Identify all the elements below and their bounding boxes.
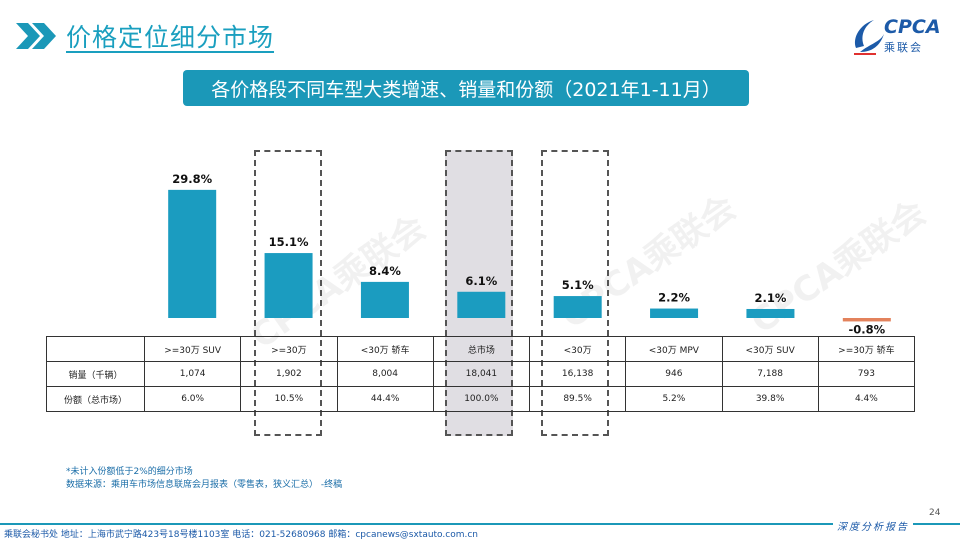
table-cell: 89.5%: [528, 386, 627, 412]
column-header: <30万: [528, 336, 627, 362]
bar-value-label: 29.8%: [172, 172, 212, 186]
table-cell: 4.4%: [817, 386, 916, 412]
chart-title-banner: 各价格段不同车型大类增速、销量和份额（2021年1-11月）: [183, 70, 749, 106]
highlight-box-under-30w: [541, 150, 609, 436]
table-row-share: 份额（总市场） 6.0% 10.5% 44.4% 100.0% 89.5% 5.…: [46, 386, 916, 412]
column-header: <30万 SUV: [721, 336, 819, 362]
footer-address: 乘联会秘书处 地址：上海市武宁路423号18号楼1103室 电话：021-526…: [4, 530, 479, 540]
highlight-box-30w: [254, 150, 322, 436]
bar-value-label: 5.1%: [562, 278, 594, 292]
page-title-area: 价格定位细分市场: [14, 18, 274, 54]
table-cell: 5.2%: [625, 386, 723, 412]
footnote-source: 数据来源：乘用车市场信息联席会月报表（零售表，狭义汇总） -终稿: [66, 480, 343, 490]
footnotes: *未计入份额低于2%的细分市场 数据来源：乘用车市场信息联席会月报表（零售表，狭…: [66, 466, 342, 492]
row-header: 份额（总市场）: [46, 386, 145, 412]
bar: [553, 296, 602, 318]
bar: [264, 253, 313, 318]
bar-value-label: 15.1%: [269, 235, 309, 249]
column-header: <30万 MPV: [625, 336, 723, 362]
table-cell: 1,902: [240, 361, 338, 387]
logo-subtext: 乘联会: [884, 41, 923, 54]
table-header-row: >=30万 SUV >=30万 <30万 轿车 总市场 <30万 <30万 MP…: [46, 336, 916, 362]
bar: [360, 281, 409, 318]
table-cell: 44.4%: [336, 386, 434, 412]
table-cell: 1,074: [143, 361, 242, 387]
footer-report-label: 深度分析报告: [833, 518, 913, 533]
bar-value-label: -0.8%: [848, 322, 885, 336]
bar: [746, 308, 795, 318]
table-cell: 946: [625, 361, 723, 387]
bar: [650, 308, 699, 318]
table-cell: 100.0%: [432, 386, 531, 412]
row-header: 销量（千辆）: [46, 361, 145, 387]
table-cell: 6.0%: [143, 386, 242, 412]
bar-value-label: 2.1%: [754, 291, 786, 305]
table-corner-cell: [46, 336, 145, 362]
cpca-logo: CPCA 乘联会: [848, 14, 948, 58]
bar-value-label: 6.1%: [465, 274, 497, 288]
footer-divider: [0, 523, 960, 525]
column-header: >=30万 SUV: [143, 336, 242, 362]
table-cell: 793: [817, 361, 916, 387]
bar: [457, 291, 506, 318]
table-row-sales: 销量（千辆） 1,074 1,902 8,004 18,041 16,138 9…: [46, 361, 916, 387]
table-cell: 39.8%: [721, 386, 819, 412]
bar: [842, 318, 891, 322]
column-header: 总市场: [432, 336, 531, 362]
table-cell: 8,004: [336, 361, 434, 387]
table-cell: 16,138: [528, 361, 627, 387]
cpca-logo-icon: [854, 20, 884, 55]
chevron-right-icon: [16, 23, 56, 49]
footnote-exclusion: *未计入份额低于2%的细分市场: [66, 467, 193, 477]
column-header: >=30万: [240, 336, 338, 362]
bar: [168, 189, 217, 318]
page-title: 价格定位细分市场: [66, 23, 275, 52]
table-cell: 7,188: [721, 361, 819, 387]
column-header: <30万 轿车: [336, 336, 434, 362]
bar-value-label: 2.2%: [658, 291, 690, 305]
page-number: 24: [929, 508, 941, 518]
table-cell: 18,041: [432, 361, 531, 387]
logo-text: CPCA: [884, 16, 941, 38]
bar-value-label: 8.4%: [369, 264, 401, 278]
data-table: >=30万 SUV >=30万 <30万 轿车 总市场 <30万 <30万 MP…: [46, 336, 916, 412]
column-header: >=30万 轿车: [817, 336, 916, 362]
table-cell: 10.5%: [240, 386, 338, 412]
